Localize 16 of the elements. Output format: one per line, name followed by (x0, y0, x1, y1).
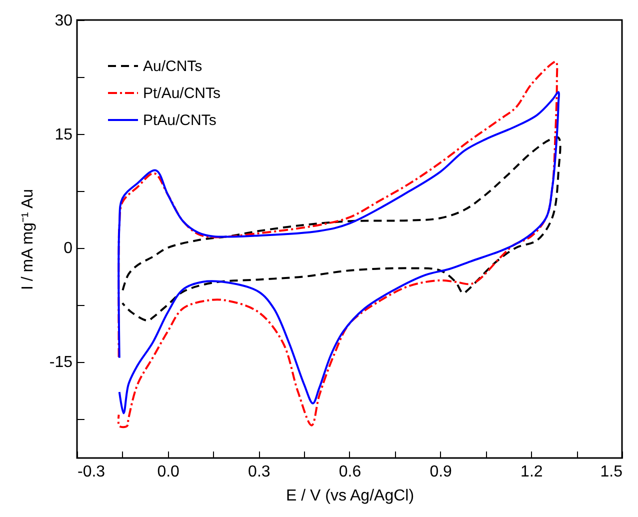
x-tick-label: 1.5 (600, 464, 623, 480)
legend-label: PtAu/CNTs (143, 112, 216, 129)
x-tick-label: 0.6 (338, 464, 362, 480)
y-tick-label: -15 (49, 354, 73, 372)
x-tick-label: 0.3 (248, 464, 270, 480)
x-tick-label: 0.9 (430, 464, 452, 480)
legend-label: Pt/Au/CNTs (143, 85, 221, 102)
legend-label: Au/CNTs (143, 58, 202, 75)
x-tick-label: 0.0 (157, 464, 180, 480)
y-axis-title: I / mA mg⁻¹ Au (19, 188, 36, 290)
x-tick-label: 1.2 (520, 464, 543, 480)
x-tick-label: -0.3 (78, 464, 106, 480)
y-tick-label: 30 (54, 12, 73, 30)
y-tick-label: 0 (64, 240, 73, 258)
x-axis-title: E / V (vs Ag/AgCl) (286, 488, 414, 504)
y-tick-label: 15 (54, 126, 73, 144)
